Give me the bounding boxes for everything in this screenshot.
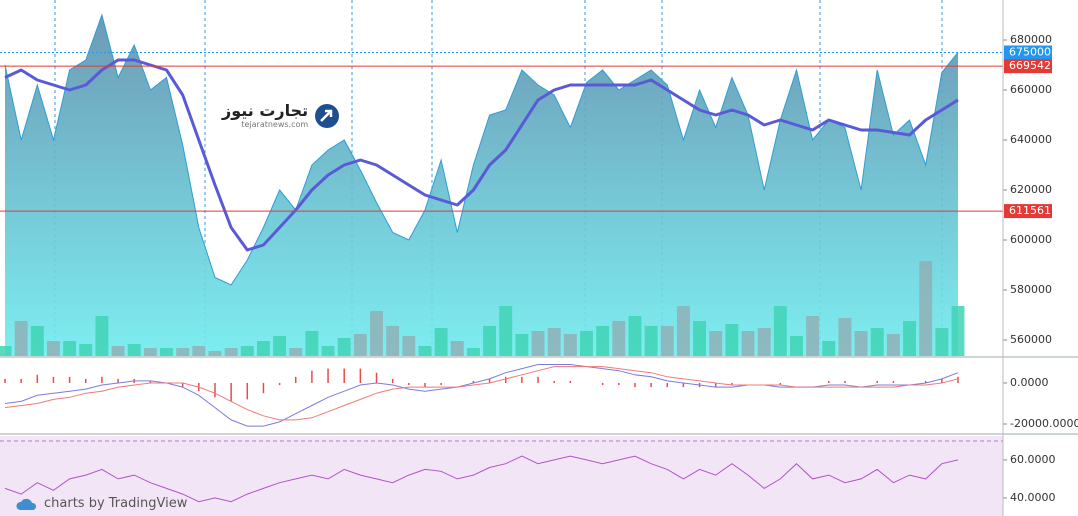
volume-bar: [370, 311, 383, 356]
volume-bar: [305, 331, 319, 356]
volume-bar: [854, 331, 868, 356]
volume-bar: [644, 326, 658, 356]
volume-bar: [483, 326, 497, 356]
price-label: 611561: [1009, 204, 1051, 217]
plot-layer: 560000 580000 600000 620000 640000 660000 6800…: [0, 13, 1078, 504]
moving-average: [4, 58, 959, 252]
volume-bar: [806, 316, 820, 356]
price-label: 675000: [1009, 46, 1051, 59]
volume-bar: [224, 348, 238, 356]
y-tick-label: 40.0000: [1010, 491, 1056, 504]
volume-bar: [628, 316, 642, 356]
volume-bar: [741, 331, 755, 356]
volume-bar: [386, 326, 400, 356]
rsi-line: [4, 455, 959, 503]
volume-bar: [143, 348, 157, 356]
volume-bar: [289, 348, 303, 356]
volume-bar: [693, 321, 707, 356]
volume-bar: [321, 346, 335, 356]
volume-bar: [95, 316, 109, 356]
price-label-box: [1004, 59, 1052, 74]
volume-bar: [838, 318, 852, 356]
volume-bar: [563, 334, 577, 356]
volume-bar: [531, 331, 545, 356]
price-label-box: [1004, 45, 1052, 60]
volume-bar: [790, 336, 803, 356]
volume-bar: [240, 346, 254, 356]
price-label-box: [1004, 204, 1052, 219]
volume-bar: [111, 346, 125, 356]
volume-bar: [612, 321, 626, 356]
y-tick-label: 620000: [1010, 183, 1052, 196]
volume-bar: [870, 328, 884, 356]
volume-bar: [176, 348, 190, 356]
y-tick-label: -20000.0000: [1010, 417, 1078, 430]
volume-bar: [0, 346, 12, 356]
y-tick-label: 580000: [1010, 283, 1052, 296]
y-tick-label: 0.0000: [1010, 376, 1049, 389]
backgrounds: [0, 436, 1003, 516]
price-label: 669542: [1009, 59, 1051, 72]
volume-bar: [63, 341, 77, 356]
volume-bar: [757, 328, 771, 356]
volume-bar: [951, 306, 965, 356]
tradingview-credit: charts by TradingView: [16, 496, 187, 511]
y-tick-label: 60.0000: [1010, 453, 1056, 466]
volume-bar: [30, 326, 44, 356]
volume-bar: [547, 328, 561, 356]
macd-line: [4, 364, 959, 427]
footer-text: charts by TradingView: [44, 496, 188, 511]
volume-bar: [466, 348, 480, 356]
volume-bar: [450, 341, 464, 356]
pane-background: [0, 436, 1003, 516]
volume-bar: [773, 306, 787, 356]
volume-bar: [353, 334, 367, 356]
y-tick-label: 640000: [1010, 133, 1052, 146]
volume-bar: [499, 306, 513, 356]
volume-bar: [886, 334, 900, 356]
logo-icon: [315, 104, 340, 128]
volume-bar: [402, 336, 416, 356]
logo-title: تجارت نیوز: [222, 101, 309, 120]
volume-bar: [273, 336, 287, 356]
volume-bar: [337, 338, 351, 356]
volume-bar: [192, 346, 206, 356]
volume-bar: [418, 346, 432, 356]
price-area: [5, 15, 958, 356]
volume-bar: [580, 331, 593, 356]
volume-bar: [46, 341, 60, 356]
price-line: [4, 13, 959, 286]
y-tick-label: 680000: [1010, 33, 1052, 46]
volume-bar: [822, 341, 836, 356]
volume-bar: [434, 328, 448, 356]
volume-bar: [660, 326, 674, 356]
logo-url: tejaratnews.com: [241, 120, 309, 129]
volume-bar: [919, 261, 933, 356]
volume-bar: [903, 321, 917, 356]
volume-bar: [725, 324, 739, 356]
y-tick-label: 660000: [1010, 83, 1052, 96]
volume-bar: [127, 344, 141, 356]
volume-bar: [160, 348, 173, 356]
macd-line: [4, 366, 959, 421]
volume-bar: [14, 321, 28, 356]
volume-bar: [709, 331, 723, 356]
volume-bar: [79, 344, 93, 356]
volume-bar: [676, 306, 690, 356]
volume-bar: [256, 341, 270, 356]
logo: تجارت نیوز tejaratnews.com: [222, 102, 340, 130]
volume-bar: [935, 328, 949, 356]
volume-bar: [515, 334, 529, 356]
volume-bar: [208, 351, 222, 356]
volume-bar: [596, 326, 610, 356]
y-tick-label: 600000: [1010, 233, 1052, 246]
y-tick-label: 560000: [1010, 333, 1052, 346]
tv-icon: [16, 498, 37, 510]
